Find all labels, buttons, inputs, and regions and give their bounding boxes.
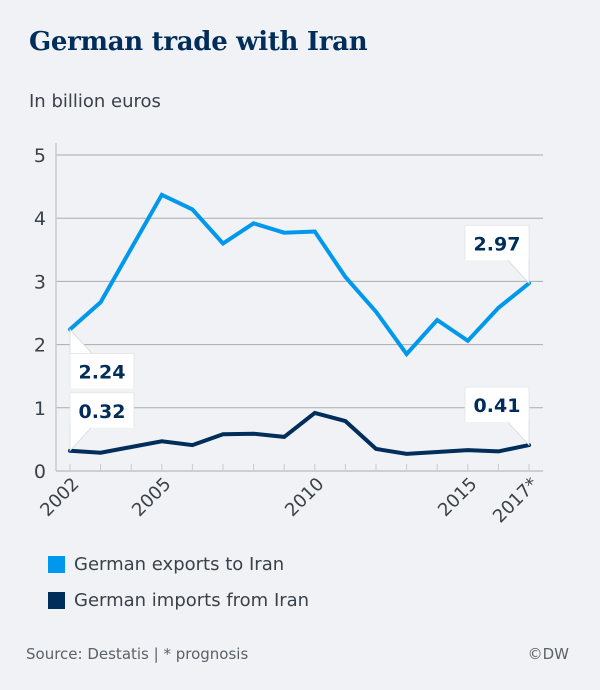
x-axis-ticks: 2002 2005 2010 2015 2017*: [36, 474, 542, 528]
data-label-joint: [465, 418, 529, 423]
legend-label-exports: German exports to Iran: [74, 553, 285, 575]
data-label-box: [464, 386, 530, 422]
series-lines: [68, 192, 531, 456]
legend-item-exports: German exports to Iran: [48, 546, 309, 582]
legend-swatch-imports: [48, 591, 65, 609]
series-line-imports: [68, 410, 531, 456]
y-tick-label: 2: [34, 335, 46, 357]
data-label: 0.41: [464, 386, 530, 447]
legend: German exports to Iran German imports fr…: [48, 546, 309, 618]
x-tick-label: 2005: [128, 474, 175, 521]
data-label: 2.24: [69, 328, 135, 389]
data-label-text: 2.24: [79, 361, 126, 383]
annotations: 2.24 2.97 0.32 0.41: [69, 224, 530, 452]
y-axis-ticks: 0 1 2 3 4 5: [34, 145, 46, 483]
legend-item-imports: German imports from Iran: [48, 582, 309, 618]
data-label-pointer: [69, 328, 93, 354]
data-label-text: 2.97: [474, 233, 521, 255]
chart-subtitle: In billion euros: [29, 91, 161, 112]
data-label-box: [69, 392, 135, 428]
x-tick-label: 2017*: [489, 474, 543, 528]
data-label-pointer: [506, 420, 530, 447]
y-tick-label: 5: [34, 145, 46, 167]
y-tick-label: 4: [34, 208, 46, 230]
data-label-box: [69, 353, 135, 388]
data-label-pointer: [69, 426, 93, 452]
data-label: 0.32: [69, 392, 135, 452]
copyright: ©DW: [527, 645, 569, 663]
data-label: 2.97: [464, 224, 530, 285]
axes: [55, 143, 543, 472]
x-tick-label: 2015: [434, 474, 481, 521]
legend-swatch-exports: [48, 555, 65, 573]
x-tick-label: 2010: [281, 474, 328, 521]
y-tick-label: 1: [34, 398, 46, 420]
data-label-text: 0.32: [79, 401, 126, 423]
data-label-joint: [70, 384, 134, 389]
data-label-pointer: [506, 258, 530, 285]
chart-title: German trade with Iran: [29, 27, 368, 57]
data-label-text: 0.41: [474, 395, 521, 417]
gridlines: [56, 154, 543, 409]
y-tick-label: 0: [34, 461, 46, 483]
data-label-joint: [70, 423, 134, 428]
series-line-exports: [68, 192, 531, 358]
source-note: Source: Destatis | * prognosis: [26, 645, 249, 663]
y-tick-label: 3: [34, 271, 46, 293]
data-label-joint: [465, 256, 529, 261]
legend-label-imports: German imports from Iran: [74, 589, 310, 611]
